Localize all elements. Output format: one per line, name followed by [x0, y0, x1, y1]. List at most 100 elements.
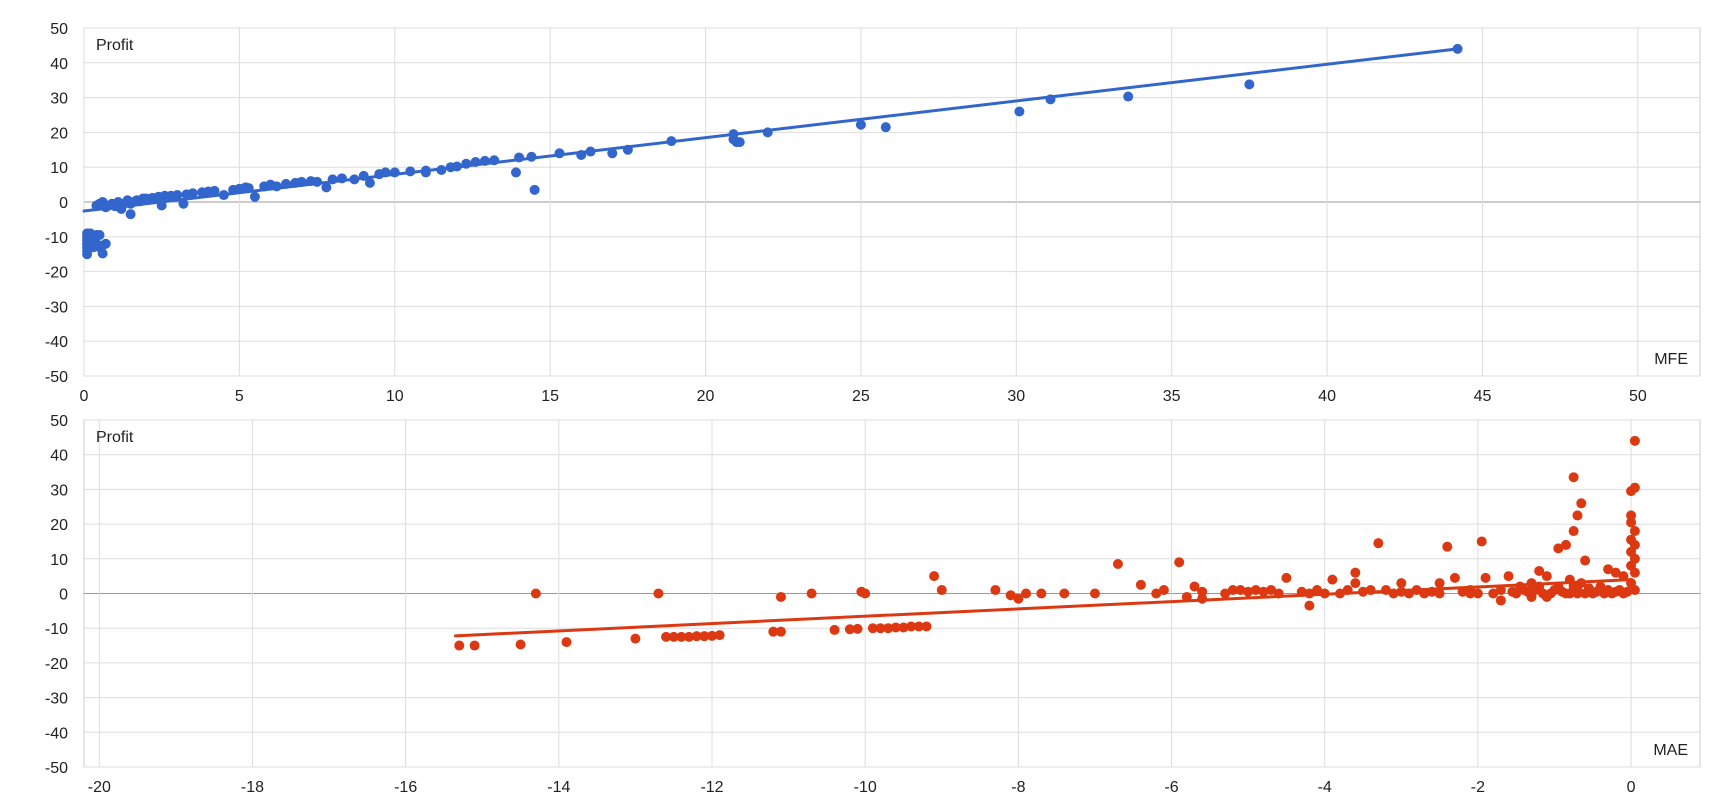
data-point	[1197, 586, 1208, 597]
data-point	[921, 621, 932, 632]
data-point	[1626, 517, 1637, 528]
data-point	[1189, 581, 1200, 592]
data-point	[990, 585, 1001, 596]
data-point	[929, 571, 940, 582]
data-point	[1541, 571, 1552, 582]
data-point	[1135, 579, 1146, 590]
mfe-profit-scatter-chart: 50 40 30 20 10 0 -10 -20 -30 -40 -50 0 5 10 15 20 25 30 35…	[45, 21, 1701, 405]
x-tick-label: -20	[88, 779, 111, 796]
data-point	[1089, 588, 1100, 599]
y-tick-label: 10	[50, 160, 68, 177]
data-point	[321, 182, 332, 193]
data-point	[1227, 585, 1238, 596]
data-point	[844, 624, 855, 635]
data-point	[1243, 586, 1254, 597]
data-point	[898, 622, 909, 633]
data-point	[855, 119, 866, 130]
y-tick-label: -50	[45, 760, 68, 777]
data-point	[883, 623, 894, 634]
data-point	[880, 122, 891, 133]
x-tick-label: -16	[394, 779, 417, 796]
data-point	[1005, 590, 1016, 601]
data-point	[1373, 538, 1384, 549]
data-point	[1434, 578, 1445, 589]
data-point	[806, 588, 817, 599]
data-point	[661, 631, 672, 642]
data-point	[653, 588, 664, 599]
data-point	[1629, 553, 1640, 564]
y-tick-label: 50	[50, 21, 68, 38]
data-point	[867, 623, 878, 634]
data-point	[1235, 585, 1246, 596]
x-tick-label: 20	[697, 388, 715, 405]
x-tick-label: -2	[1471, 779, 1485, 796]
data-point	[1572, 588, 1583, 599]
y-tick-label: -30	[45, 299, 68, 316]
data-point	[768, 626, 779, 637]
data-point	[249, 191, 260, 202]
data-point	[1312, 585, 1323, 596]
data-point	[714, 630, 725, 641]
data-point	[630, 633, 641, 644]
x-tick-label: 30	[1007, 388, 1025, 405]
y-axis-label: Profit	[96, 429, 134, 446]
y-tick-label: 50	[50, 413, 68, 430]
data-point	[515, 639, 526, 650]
x-tick-label: 0	[80, 388, 89, 405]
data-point	[510, 167, 521, 178]
data-point	[691, 631, 702, 642]
data-point	[1158, 585, 1169, 596]
y-tick-label: -20	[45, 265, 68, 282]
data-point	[561, 637, 572, 648]
data-point	[1576, 498, 1587, 509]
data-point	[860, 588, 871, 599]
x-tick-label: -10	[854, 779, 877, 796]
data-point	[94, 242, 105, 253]
x-tick-label: 15	[541, 388, 559, 405]
data-point	[1610, 567, 1621, 578]
y-tick-label: -50	[45, 369, 68, 386]
data-point	[852, 623, 863, 634]
data-point	[1495, 585, 1506, 596]
y-tick-label: 30	[50, 482, 68, 499]
data-point	[1603, 564, 1614, 575]
data-point	[1151, 588, 1162, 599]
data-point	[890, 622, 901, 633]
data-point	[125, 209, 136, 220]
data-point	[1626, 510, 1637, 521]
data-point	[172, 190, 183, 201]
data-point	[607, 148, 618, 159]
data-point	[1304, 600, 1315, 611]
data-point	[775, 591, 786, 602]
data-point	[1434, 588, 1445, 599]
data-point	[1480, 572, 1491, 583]
data-point	[906, 621, 917, 632]
data-point	[1327, 574, 1338, 585]
data-point	[1281, 572, 1292, 583]
y-tick-label: -40	[45, 334, 68, 351]
x-tick-label: -12	[700, 779, 723, 796]
data-point	[1036, 588, 1047, 599]
data-point	[1350, 567, 1361, 578]
x-axis-label: MAE	[1653, 742, 1688, 759]
data-point	[936, 585, 947, 596]
data-point	[454, 640, 465, 651]
x-tick-label: -4	[1318, 779, 1332, 796]
y-tick-label: -10	[45, 230, 68, 247]
data-point	[1568, 526, 1579, 537]
y-tick-label: -30	[45, 691, 68, 708]
data-point	[1021, 588, 1032, 599]
data-point	[82, 249, 93, 260]
data-point	[1266, 585, 1277, 596]
data-point	[364, 177, 375, 188]
data-point	[1476, 536, 1487, 547]
x-tick-label: 0	[1627, 779, 1636, 796]
data-point	[676, 631, 687, 642]
data-point	[1449, 572, 1460, 583]
y-tick-label: 30	[50, 91, 68, 108]
data-point	[1622, 586, 1633, 597]
y-tick-label: 20	[50, 517, 68, 534]
data-point	[1123, 91, 1134, 102]
data-point	[1220, 588, 1231, 599]
x-tick-label: 45	[1474, 388, 1492, 405]
